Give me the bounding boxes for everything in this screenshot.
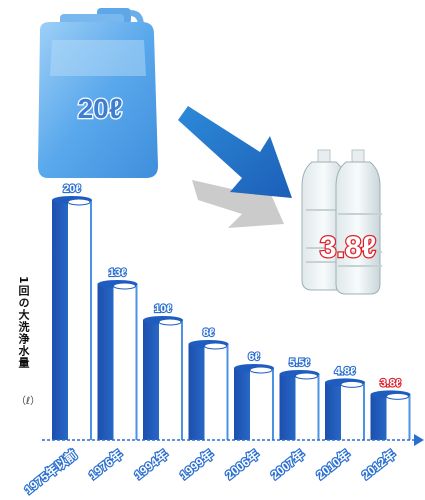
bar <box>234 364 274 440</box>
bar <box>279 370 320 440</box>
category-labels-layer: 1975年以前 1976年 1994年 1999年 2006年 2007年 2010年 201… <box>20 445 400 498</box>
value-label: 6ℓ <box>248 351 260 363</box>
bottles-volume-label: 3.8ℓ <box>320 231 376 264</box>
y-axis-unit: （ℓ） <box>16 396 41 407</box>
plastic-bottles-icon: 3.8ℓ <box>301 149 382 295</box>
value-label: 13ℓ <box>109 267 127 279</box>
value-label: 20ℓ <box>63 183 81 195</box>
category-label: 1975年以前 <box>21 447 80 497</box>
bar <box>52 196 92 440</box>
bar <box>188 340 229 440</box>
category-label: 2012年 <box>359 447 399 483</box>
value-label: 5.5ℓ <box>289 357 310 369</box>
category-label: 2006年 <box>222 447 262 483</box>
water-tank-icon: 20ℓ <box>38 8 158 178</box>
y-axis-label: 1回の大洗浄水量 <box>17 276 30 369</box>
category-label: 1994年 <box>131 447 171 483</box>
bar <box>97 280 138 440</box>
bar <box>325 378 365 440</box>
bars-layer <box>52 196 411 440</box>
tank-volume-label: 20ℓ <box>78 93 123 124</box>
category-label: 1999年 <box>177 447 217 483</box>
value-label: 8ℓ <box>203 327 215 339</box>
baseline-arrow <box>42 434 424 446</box>
category-label: 2007年 <box>268 447 308 483</box>
value-label: 4.8ℓ <box>335 365 356 377</box>
bar <box>370 390 411 440</box>
category-label: 1976年 <box>86 447 126 483</box>
arrow-down-right-icon <box>178 106 292 228</box>
value-label: 3.8ℓ <box>380 377 401 389</box>
value-labels-layer: 20ℓ 13ℓ 10ℓ 8ℓ 6ℓ 5.5ℓ 4.8ℓ 3.8ℓ <box>62 182 402 391</box>
value-label: 10ℓ <box>154 303 172 315</box>
bar <box>143 316 183 440</box>
category-label: 2010年 <box>313 447 353 483</box>
